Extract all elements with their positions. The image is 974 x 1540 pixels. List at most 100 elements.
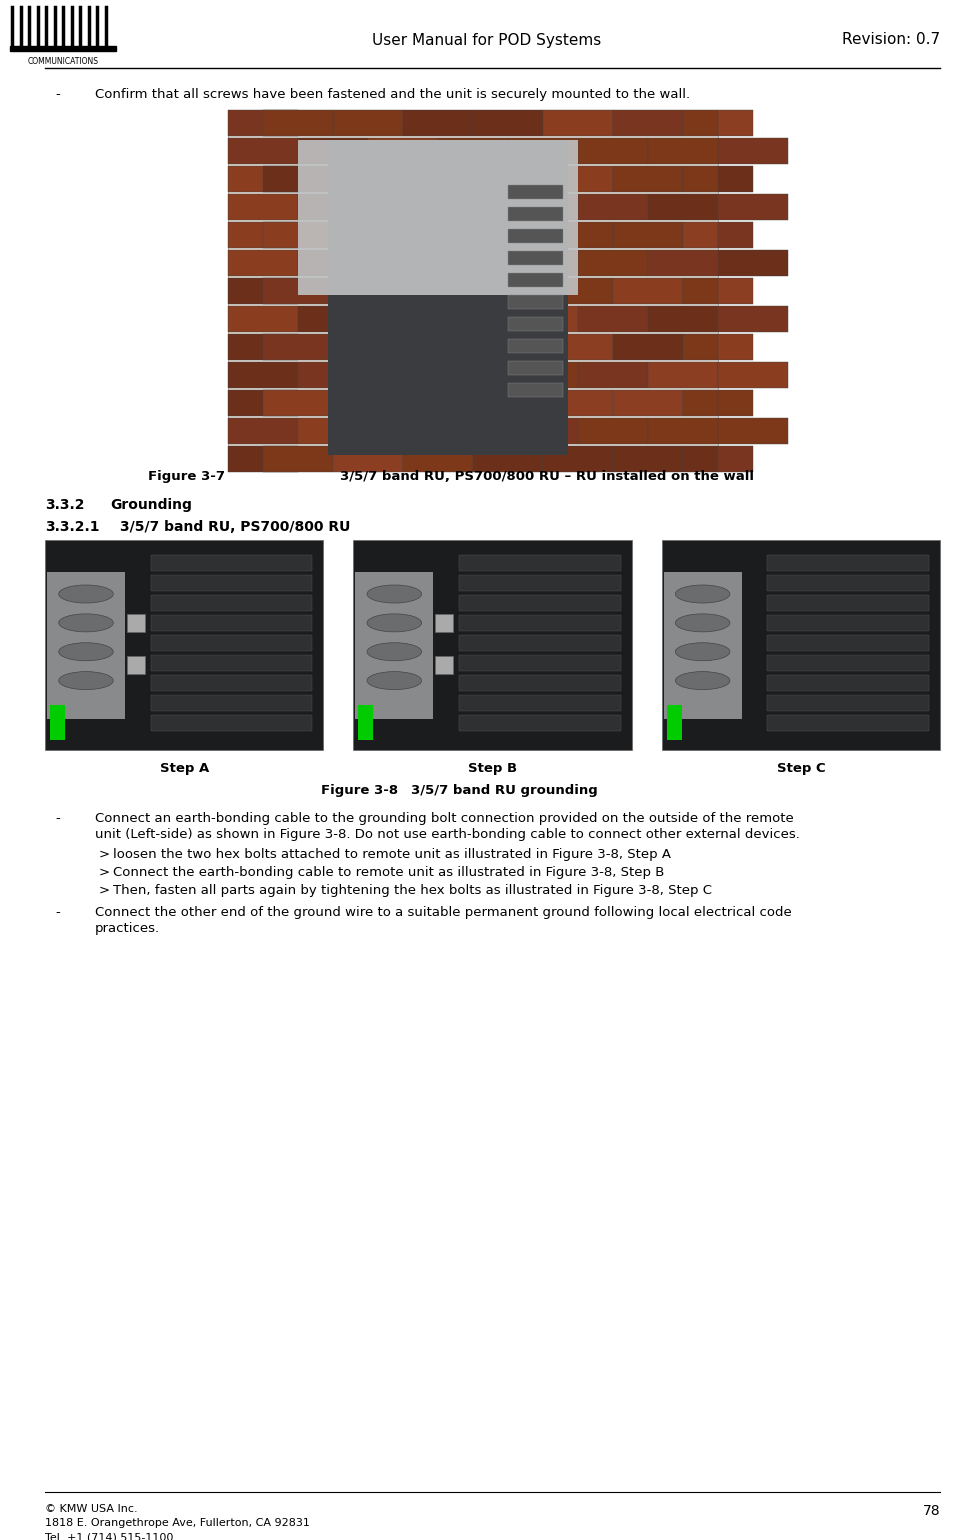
Text: 3.3.2.1: 3.3.2.1 (45, 521, 99, 534)
Bar (508, 362, 578, 388)
Bar (613, 334, 683, 360)
Bar (228, 390, 298, 416)
Text: -: - (55, 906, 59, 919)
Bar (508, 229, 563, 243)
Bar (298, 139, 368, 163)
Bar (438, 417, 508, 444)
Ellipse shape (367, 642, 422, 661)
Bar (438, 249, 508, 276)
Bar (718, 362, 788, 388)
Bar (263, 222, 333, 248)
Text: loosen the two hex bolts attached to remote unit as illustrated in Figure 3-8, S: loosen the two hex bolts attached to rem… (113, 849, 671, 861)
Bar (151, 695, 313, 711)
Bar (718, 447, 753, 471)
Text: Revision: 0.7: Revision: 0.7 (842, 32, 940, 48)
Bar (613, 222, 683, 248)
Bar (358, 705, 373, 741)
Bar (263, 166, 333, 192)
Text: Figure 3-8: Figure 3-8 (321, 784, 398, 798)
Bar (718, 417, 788, 444)
Bar (438, 194, 508, 220)
Bar (648, 249, 718, 276)
Bar (543, 447, 613, 471)
Bar (718, 166, 753, 192)
Bar (298, 417, 368, 444)
Bar (368, 306, 438, 333)
Bar (508, 194, 578, 220)
Bar (508, 360, 563, 376)
Ellipse shape (367, 614, 422, 631)
Bar (648, 362, 718, 388)
Bar (648, 194, 718, 220)
Bar (333, 334, 403, 360)
Bar (151, 614, 313, 631)
Bar (459, 695, 620, 711)
Bar (718, 109, 753, 136)
Bar (683, 334, 718, 360)
Bar (263, 447, 333, 471)
Ellipse shape (675, 585, 730, 604)
Bar (473, 279, 543, 303)
Text: >: > (99, 865, 110, 879)
Bar (459, 594, 620, 611)
Bar (459, 634, 620, 651)
Bar (508, 417, 578, 444)
Bar (50, 705, 65, 741)
Bar (508, 249, 578, 276)
Bar (473, 222, 543, 248)
Text: Figure 3-7: Figure 3-7 (148, 470, 225, 484)
Bar (298, 140, 578, 296)
Bar (298, 194, 368, 220)
Bar (648, 306, 718, 333)
Bar (508, 383, 563, 397)
Bar (356, 571, 433, 719)
Bar (473, 447, 543, 471)
Bar (666, 705, 682, 741)
Text: Step C: Step C (776, 762, 825, 775)
Text: -: - (55, 88, 59, 102)
Ellipse shape (675, 671, 730, 690)
Bar (228, 417, 298, 444)
Bar (228, 279, 298, 303)
Bar (328, 140, 568, 454)
Bar (368, 417, 438, 444)
Bar (718, 279, 753, 303)
Bar (508, 185, 563, 199)
Bar (508, 251, 563, 265)
Bar (45, 541, 323, 750)
Text: 1818 E. Orangethrope Ave, Fullerton, CA 92831: 1818 E. Orangethrope Ave, Fullerton, CA … (45, 1518, 310, 1528)
Bar (718, 139, 788, 163)
Bar (459, 574, 620, 591)
Bar (403, 334, 473, 360)
Bar (683, 279, 718, 303)
Bar (263, 334, 333, 360)
Bar (228, 249, 298, 276)
Ellipse shape (58, 671, 113, 690)
Bar (228, 222, 298, 248)
Text: Connect an earth-bonding cable to the grounding bolt connection provided on the : Connect an earth-bonding cable to the gr… (95, 812, 794, 825)
Bar (578, 249, 648, 276)
Text: >: > (99, 849, 110, 861)
Bar (613, 279, 683, 303)
Bar (613, 166, 683, 192)
Text: unit (Left-side) as shown in Figure 3-8. Do not use earth-bonding cable to conne: unit (Left-side) as shown in Figure 3-8.… (95, 829, 800, 841)
Bar (473, 390, 543, 416)
Text: COMMUNICATIONS: COMMUNICATIONS (27, 57, 98, 66)
Bar (613, 390, 683, 416)
Bar (459, 614, 620, 631)
Bar (683, 222, 718, 248)
Bar (368, 139, 438, 163)
Bar (473, 166, 543, 192)
Bar (228, 447, 298, 471)
Bar (543, 279, 613, 303)
Bar (578, 194, 648, 220)
Text: Tel. +1 (714) 515-1100: Tel. +1 (714) 515-1100 (45, 1532, 173, 1540)
Bar (435, 613, 453, 631)
Bar (768, 594, 929, 611)
Bar (718, 194, 788, 220)
Bar (333, 222, 403, 248)
Bar (127, 613, 145, 631)
Bar (459, 675, 620, 691)
Bar (151, 675, 313, 691)
Bar (333, 390, 403, 416)
